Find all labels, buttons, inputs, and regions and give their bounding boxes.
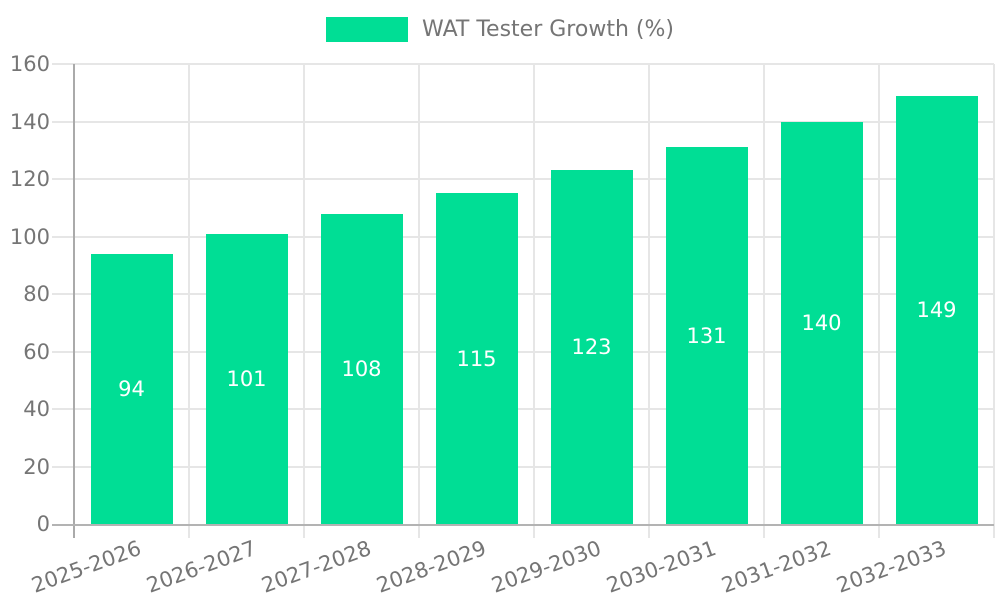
bar-value-label: 140 <box>801 310 842 335</box>
legend-swatch-icon <box>326 17 409 42</box>
y-axis-tick-label: 20 <box>23 454 50 479</box>
x-axis-line <box>52 524 994 526</box>
bar-value-label: 101 <box>226 366 267 391</box>
y-axis-tick-label: 80 <box>23 282 50 306</box>
y-axis-line <box>73 64 75 538</box>
bar-value-label: 149 <box>916 297 957 322</box>
y-axis-tick-label: 40 <box>23 397 50 421</box>
legend-label: WAT Tester Growth (%) <box>422 17 674 42</box>
bar[interactable] <box>435 193 518 524</box>
h-gridline <box>52 465 994 468</box>
y-axis-tick-label: 0 <box>36 512 50 536</box>
v-gridline <box>993 64 995 538</box>
bar[interactable] <box>895 95 978 524</box>
bar-value-label: 131 <box>686 323 727 348</box>
bar[interactable] <box>780 121 863 524</box>
bar-value-label: 115 <box>456 346 497 371</box>
bar-value-label: 94 <box>118 376 145 401</box>
h-gridline <box>52 408 994 410</box>
v-gridline <box>188 64 190 538</box>
y-axis-tick-label: 140 <box>9 109 50 134</box>
v-gridline <box>303 64 305 538</box>
bar-value-label: 108 <box>341 356 382 381</box>
bar[interactable] <box>665 147 748 524</box>
bar[interactable] <box>320 213 403 524</box>
v-gridline <box>763 64 765 538</box>
bar[interactable] <box>205 233 288 524</box>
v-gridline <box>533 64 535 538</box>
y-axis-tick-label: 120 <box>9 167 50 191</box>
bar-value-label: 123 <box>571 335 612 360</box>
h-gridline <box>52 350 994 353</box>
h-gridline <box>52 120 994 123</box>
v-gridline <box>878 64 880 538</box>
legend: WAT Tester Growth (%) <box>0 17 1000 42</box>
y-axis-tick-label: 160 <box>9 52 50 76</box>
h-gridline <box>52 293 994 295</box>
h-gridline <box>52 178 994 180</box>
y-axis-tick-label: 60 <box>23 339 50 364</box>
h-gridline <box>52 63 994 65</box>
legend-item[interactable]: WAT Tester Growth (%) <box>326 17 674 42</box>
bar[interactable] <box>550 170 633 524</box>
y-axis-tick-label: 100 <box>9 224 50 249</box>
h-gridline <box>52 235 994 238</box>
v-gridline <box>648 64 650 538</box>
bar[interactable] <box>90 253 173 524</box>
v-gridline <box>418 64 420 538</box>
